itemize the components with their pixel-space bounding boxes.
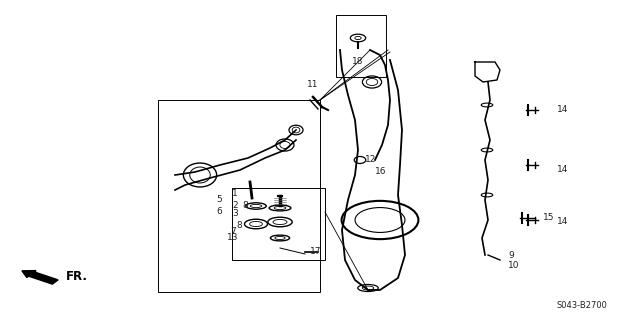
Text: 18: 18 xyxy=(352,57,364,66)
Bar xyxy=(336,15,386,77)
Text: 11: 11 xyxy=(307,80,319,90)
Text: 10: 10 xyxy=(508,262,520,271)
Bar xyxy=(158,100,320,292)
Text: 1: 1 xyxy=(232,189,238,197)
Text: 13: 13 xyxy=(227,233,238,241)
Text: 2: 2 xyxy=(232,201,238,210)
Text: 7: 7 xyxy=(230,227,236,236)
Text: 5: 5 xyxy=(216,196,222,204)
FancyArrow shape xyxy=(22,271,58,284)
Text: 9: 9 xyxy=(508,250,514,259)
Text: 14: 14 xyxy=(557,106,568,115)
Text: 8: 8 xyxy=(242,202,248,211)
Text: 16: 16 xyxy=(375,167,387,176)
Text: 14: 14 xyxy=(557,218,568,226)
Bar xyxy=(232,188,325,260)
Text: 12: 12 xyxy=(365,155,376,165)
Text: 3: 3 xyxy=(232,210,238,219)
Text: S043-B2700: S043-B2700 xyxy=(557,301,608,310)
Text: 14: 14 xyxy=(557,166,568,174)
Text: 15: 15 xyxy=(543,213,554,222)
Text: FR.: FR. xyxy=(66,270,88,283)
Text: 17: 17 xyxy=(310,248,321,256)
Text: 6: 6 xyxy=(216,207,222,217)
Text: 8: 8 xyxy=(236,220,242,229)
